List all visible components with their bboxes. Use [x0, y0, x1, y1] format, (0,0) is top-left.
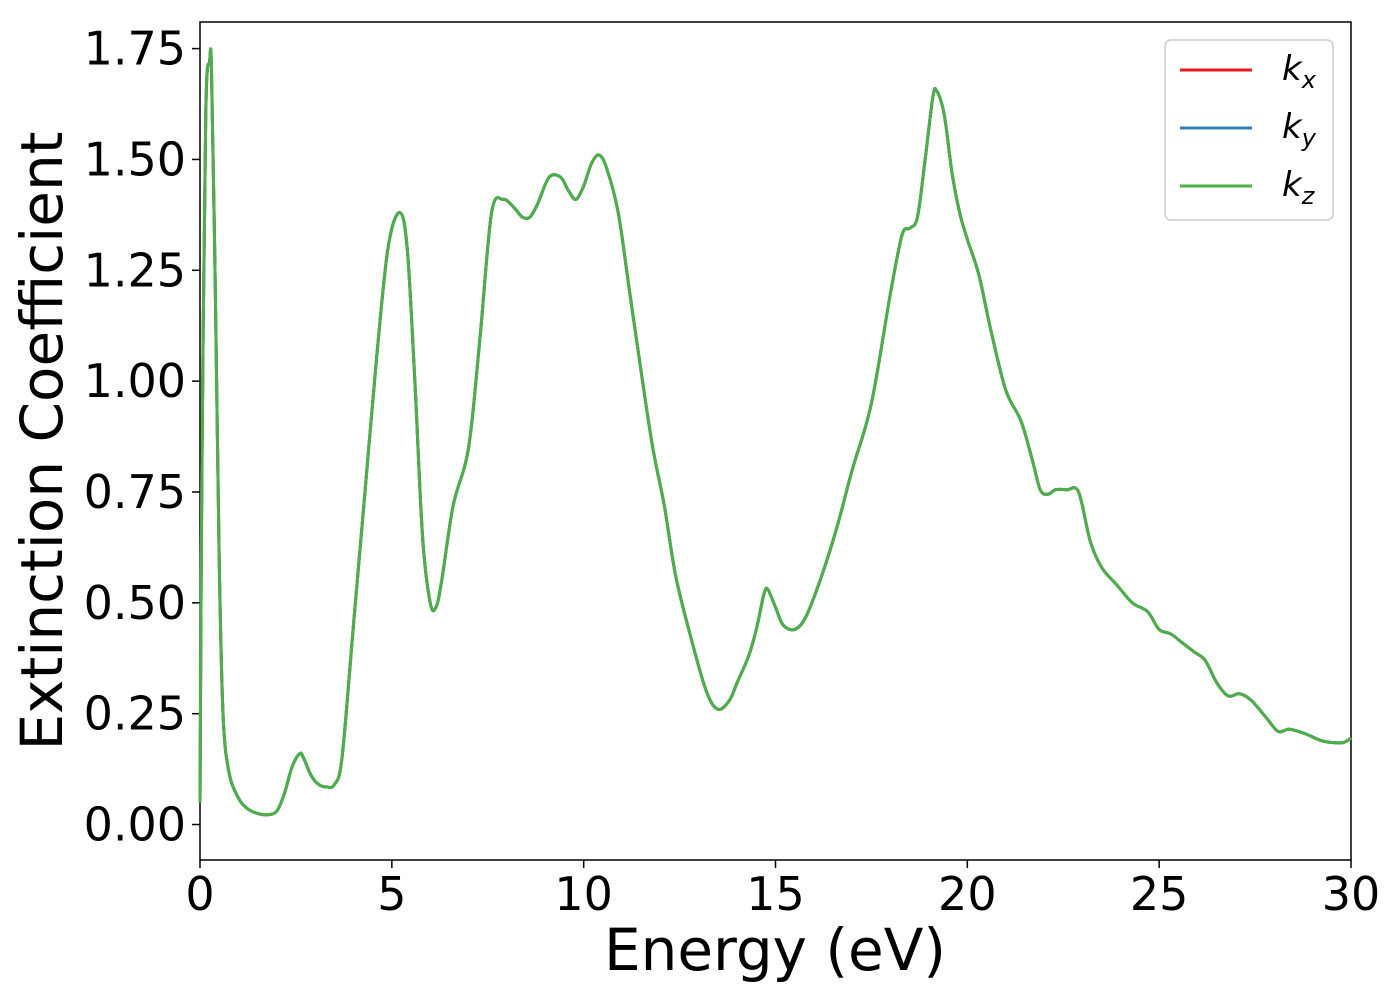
x-axis-ticks: 0 5 10 15 20 25 30: [185, 860, 1380, 921]
legend-label-ky: ky: [1282, 107, 1317, 152]
y-tick-label: 0.75: [84, 465, 186, 519]
series-lines: [198, 47, 1352, 817]
y-tick-label: 1.75: [84, 22, 186, 76]
series-line-kz: [198, 47, 1352, 817]
y-tick-label: 1.50: [84, 132, 186, 186]
y-tick-label: 0.00: [84, 798, 186, 852]
legend-box: [1164, 39, 1334, 221]
y-axis-title: Extinction Coefficient: [8, 132, 76, 751]
x-tick-label: 0: [185, 867, 214, 921]
y-tick-label: 0.50: [84, 576, 186, 630]
x-tick-label: 5: [377, 867, 406, 921]
x-tick-label: 10: [554, 867, 613, 921]
x-tick-label: 20: [938, 867, 997, 921]
legend: kx ky kz: [1164, 39, 1334, 221]
y-axis-ticks: 0.00 0.25 0.50 0.75 1.00 1.25 1.50 1.75: [84, 22, 200, 852]
plot-area: [199, 21, 1352, 861]
legend-label-kx: kx: [1282, 49, 1317, 94]
x-axis-title: Energy (eV): [604, 916, 946, 984]
y-tick-label: 0.25: [84, 687, 186, 741]
legend-label-kz: kz: [1282, 165, 1316, 210]
x-tick-label: 30: [1322, 867, 1381, 921]
y-tick-label: 1.25: [84, 243, 186, 297]
y-tick-label: 1.00: [84, 354, 186, 408]
x-tick-label: 25: [1130, 867, 1189, 921]
x-tick-label: 15: [746, 867, 805, 921]
legend-entries: kx ky kz: [1180, 49, 1317, 210]
